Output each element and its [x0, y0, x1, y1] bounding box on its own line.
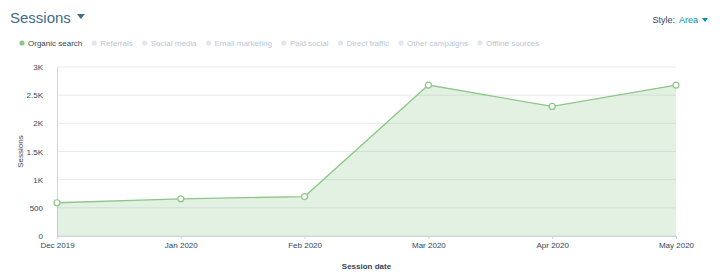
legend-swatch [92, 40, 97, 45]
data-point[interactable] [302, 194, 308, 200]
legend-item[interactable]: Social media [142, 39, 197, 48]
legend-item[interactable]: Email marketing [206, 39, 272, 48]
y-tick: 3K [33, 63, 57, 72]
x-tick: Dec 2019 [40, 236, 75, 250]
data-point[interactable] [549, 103, 555, 109]
x-tick-label: Jan 2020 [165, 241, 198, 250]
x-tick-label: May 2020 [659, 241, 695, 250]
data-point[interactable] [673, 82, 679, 88]
legend-label: Other campaigns [407, 39, 468, 48]
legend-label: Social media [151, 39, 197, 48]
x-axis-title: Session date [342, 262, 392, 271]
x-axis-line [58, 236, 677, 237]
legend-label: Offline sources [486, 39, 539, 48]
y-tick: 1K [33, 176, 57, 185]
data-point[interactable] [54, 200, 60, 206]
x-tick-mark [305, 236, 306, 239]
x-tick: Jan 2020 [165, 236, 198, 250]
grid-line [57, 95, 676, 96]
style-value[interactable]: Area [679, 15, 698, 25]
legend-item[interactable]: Offline sources [477, 39, 539, 48]
data-point[interactable] [425, 82, 431, 88]
x-tick-mark [552, 236, 553, 239]
y-tick: 1.5K [27, 148, 57, 157]
legend-label: Paid social [290, 39, 329, 48]
legend-swatch [206, 40, 211, 45]
legend-swatch [338, 40, 343, 45]
y-tick-label: 2K [33, 119, 43, 128]
series-line [57, 85, 676, 203]
y-tick: 2.5K [27, 91, 57, 100]
series-area [57, 85, 676, 236]
legend-label: Referrals [100, 39, 132, 48]
y-axis-title: Sessions [16, 135, 25, 167]
legend-label: Organic search [28, 39, 82, 48]
y-tick: 500 [30, 204, 57, 213]
x-tick: Feb 2020 [288, 236, 322, 250]
legend-item[interactable]: Direct traffic [338, 39, 389, 48]
legend-item[interactable]: Organic search [19, 39, 82, 48]
x-tick-label: Dec 2019 [40, 241, 75, 250]
x-tick-mark [428, 236, 429, 239]
legend-swatch [398, 40, 403, 45]
chart-title[interactable]: Sessions [10, 9, 71, 26]
legend-item[interactable]: Referrals [92, 39, 133, 48]
x-tick-mark [57, 236, 58, 239]
x-tick-label: Mar 2020 [412, 241, 446, 250]
x-tick: Mar 2020 [412, 236, 446, 250]
legend-label: Email marketing [215, 39, 272, 48]
grid-line [57, 67, 676, 68]
style-label: Style: [652, 15, 675, 25]
grid [57, 67, 676, 236]
title-caret[interactable] [77, 14, 85, 19]
x-tick-mark [676, 236, 677, 239]
chart-root: Sessions Area Style: Organic search Referral… [0, 0, 720, 277]
plot-area [54, 82, 679, 236]
y-tick: 2K [33, 119, 57, 128]
legend-item[interactable]: Other campaigns [398, 39, 468, 48]
style-caret[interactable] [702, 18, 708, 22]
x-tick: Apr 2020 [536, 236, 569, 250]
x-tick-mark [181, 236, 182, 239]
legend-item[interactable]: Paid social [281, 39, 329, 48]
y-tick-label: 1.5K [27, 148, 44, 157]
legend-swatch [142, 40, 147, 45]
legend-swatch [477, 40, 482, 45]
x-tick: May 2020 [659, 236, 695, 250]
legend-swatch [281, 40, 286, 45]
data-point[interactable] [178, 196, 184, 202]
y-tick-label: 3K [33, 63, 43, 72]
x-tick-label: Apr 2020 [536, 241, 569, 250]
y-axis: 05001K1.5K2K2.5K3K [27, 63, 58, 241]
x-tick-label: Feb 2020 [288, 241, 322, 250]
x-axis: Dec 2019 Jan 2020 Feb 2020 Mar 2020 Apr 2020… [40, 236, 694, 250]
y-tick-label: 2.5K [27, 91, 44, 100]
y-tick-label: 1K [33, 176, 43, 185]
legend-swatch [19, 40, 24, 45]
y-tick-label: 500 [30, 204, 44, 213]
legend-label: Direct traffic [347, 39, 390, 48]
